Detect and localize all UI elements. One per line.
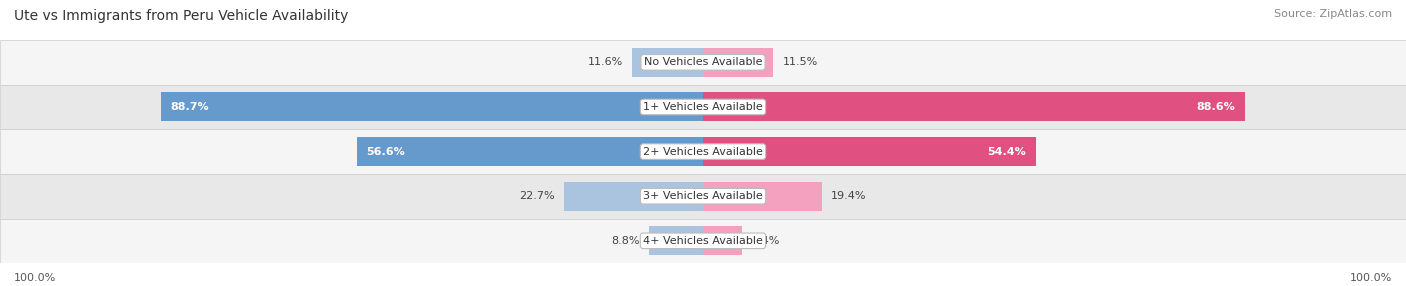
Bar — [0, 85, 1406, 129]
Text: 56.6%: 56.6% — [366, 147, 405, 156]
Text: 3+ Vehicles Available: 3+ Vehicles Available — [643, 191, 763, 201]
Text: 6.4%: 6.4% — [751, 236, 780, 246]
Bar — [650, 226, 703, 255]
Bar — [633, 48, 703, 77]
Text: 88.7%: 88.7% — [170, 102, 208, 112]
Bar — [703, 137, 1036, 166]
Bar — [0, 219, 1406, 263]
Text: 100.0%: 100.0% — [1350, 273, 1392, 283]
Text: 2+ Vehicles Available: 2+ Vehicles Available — [643, 147, 763, 156]
Text: 11.6%: 11.6% — [588, 57, 623, 67]
Bar — [0, 40, 1406, 85]
Text: 88.6%: 88.6% — [1197, 102, 1236, 112]
Text: 4+ Vehicles Available: 4+ Vehicles Available — [643, 236, 763, 246]
Bar — [703, 182, 821, 211]
Text: 54.4%: 54.4% — [987, 147, 1026, 156]
Bar — [564, 182, 703, 211]
Text: 8.8%: 8.8% — [612, 236, 640, 246]
Text: 11.5%: 11.5% — [783, 57, 818, 67]
Text: 19.4%: 19.4% — [831, 191, 866, 201]
Bar — [703, 92, 1244, 122]
Text: 100.0%: 100.0% — [14, 273, 56, 283]
Text: 1+ Vehicles Available: 1+ Vehicles Available — [643, 102, 763, 112]
Bar — [703, 226, 742, 255]
Bar — [357, 137, 703, 166]
Text: Source: ZipAtlas.com: Source: ZipAtlas.com — [1274, 9, 1392, 19]
Bar — [0, 129, 1406, 174]
Bar — [703, 48, 773, 77]
Bar — [160, 92, 703, 122]
Text: Ute vs Immigrants from Peru Vehicle Availability: Ute vs Immigrants from Peru Vehicle Avai… — [14, 9, 349, 23]
Text: No Vehicles Available: No Vehicles Available — [644, 57, 762, 67]
Text: 22.7%: 22.7% — [519, 191, 555, 201]
Bar — [0, 174, 1406, 219]
